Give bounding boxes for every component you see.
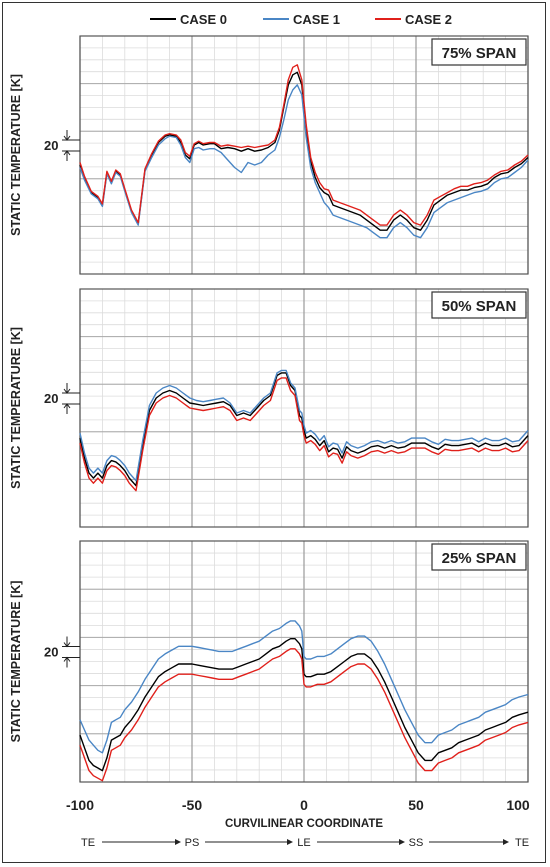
y-axis-title: STATIC TEMPERATURE [K] — [9, 327, 23, 489]
plot-border — [79, 288, 529, 528]
scale-bar-label: 20 — [44, 391, 58, 406]
legend-label-case-2: CASE 2 — [405, 12, 452, 27]
scale-bar-label: 20 — [44, 645, 58, 660]
scale-bar-label: 20 — [44, 138, 58, 153]
x-axis-title: CURVILINEAR COORDINATE — [225, 818, 383, 830]
plot-border — [79, 540, 529, 783]
region-label-te: TE — [81, 837, 95, 849]
panel-1: 75% SPAN STATIC TEMPERATURE [K] 20 — [9, 35, 529, 275]
series-line-case-1 — [79, 84, 529, 239]
x-tick-labels: -100 -50 0 50 100 — [66, 797, 530, 813]
region-label-ss: SS — [409, 837, 424, 849]
panel-2: 50% SPAN STATIC TEMPERATURE [K] 20 — [9, 288, 529, 528]
series-line-case-2 — [79, 64, 529, 226]
y-axis-title: STATIC TEMPERATURE [K] — [9, 74, 23, 236]
legend-item-case-2: CASE 2 — [375, 12, 452, 27]
scale-bar: 20 — [44, 383, 80, 414]
scale-bar: 20 — [44, 636, 80, 668]
region-label-le: LE — [297, 837, 310, 849]
legend-item-case-1: CASE 1 — [263, 12, 340, 27]
region-label-ps: PS — [185, 837, 200, 849]
series-line-case-1 — [79, 620, 529, 754]
panel-title: 25% SPAN — [442, 550, 517, 567]
series-line-case-0 — [79, 638, 529, 772]
x-tick-label: 0 — [300, 797, 308, 813]
x-tick-label: 50 — [408, 797, 424, 813]
series-line-case-0 — [79, 372, 529, 487]
legend-label-case-0: CASE 0 — [180, 12, 227, 27]
panel-title-box — [431, 543, 527, 571]
legend-label-case-1: CASE 1 — [293, 12, 340, 27]
series-line-case-2 — [79, 377, 529, 492]
region-axis: TE PS LE SS TE — [81, 837, 529, 849]
x-tick-label: -50 — [182, 797, 202, 813]
legend-item-case-0: CASE 0 — [150, 12, 227, 27]
panel-title-box — [431, 291, 527, 319]
panel-title: 75% SPAN — [442, 45, 517, 62]
x-tick-label: -100 — [66, 797, 94, 813]
series-line-case-2 — [79, 648, 529, 782]
legend: CASE 0 CASE 1 CASE 2 — [150, 12, 452, 27]
y-axis-title: STATIC TEMPERATURE [K] — [9, 581, 23, 743]
panel-3: 25% SPAN STATIC TEMPERATURE [K] 20 — [9, 540, 529, 783]
panel-title: 50% SPAN — [442, 298, 517, 315]
series-line-case-1 — [79, 369, 529, 482]
panel-title-box — [431, 38, 527, 66]
x-tick-label: 100 — [506, 797, 530, 813]
scale-bar: 20 — [44, 130, 80, 161]
region-label-te-end: TE — [515, 837, 529, 849]
